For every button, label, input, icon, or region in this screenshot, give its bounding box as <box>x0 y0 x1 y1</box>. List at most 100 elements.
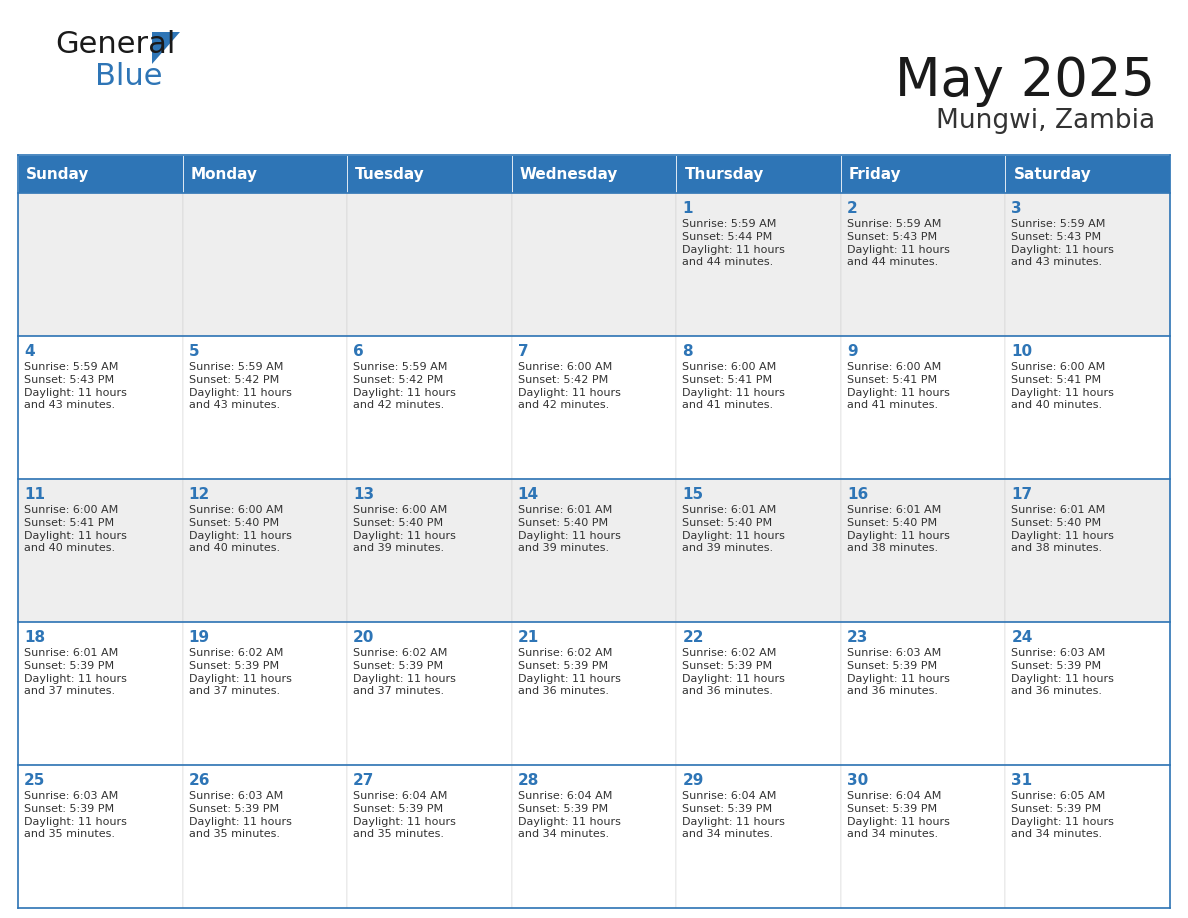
Text: Sunrise: 6:04 AM
Sunset: 5:39 PM
Daylight: 11 hours
and 34 minutes.: Sunrise: 6:04 AM Sunset: 5:39 PM Dayligh… <box>847 791 949 839</box>
Text: 3: 3 <box>1011 201 1022 216</box>
Text: 22: 22 <box>682 630 703 645</box>
Text: 4: 4 <box>24 344 34 359</box>
Text: Sunrise: 6:00 AM
Sunset: 5:41 PM
Daylight: 11 hours
and 40 minutes.: Sunrise: 6:00 AM Sunset: 5:41 PM Dayligh… <box>24 505 127 554</box>
Bar <box>841 336 1005 479</box>
Bar <box>676 193 841 336</box>
Text: Sunrise: 6:01 AM
Sunset: 5:40 PM
Daylight: 11 hours
and 38 minutes.: Sunrise: 6:01 AM Sunset: 5:40 PM Dayligh… <box>847 505 949 554</box>
Text: Saturday: Saturday <box>1013 166 1092 182</box>
Text: 16: 16 <box>847 487 868 502</box>
Bar <box>841 622 1005 765</box>
Text: Sunrise: 5:59 AM
Sunset: 5:44 PM
Daylight: 11 hours
and 44 minutes.: Sunrise: 5:59 AM Sunset: 5:44 PM Dayligh… <box>682 219 785 267</box>
Text: Sunday: Sunday <box>26 166 89 182</box>
Text: Sunrise: 6:03 AM
Sunset: 5:39 PM
Daylight: 11 hours
and 36 minutes.: Sunrise: 6:03 AM Sunset: 5:39 PM Dayligh… <box>1011 648 1114 697</box>
Text: Sunrise: 6:02 AM
Sunset: 5:39 PM
Daylight: 11 hours
and 36 minutes.: Sunrise: 6:02 AM Sunset: 5:39 PM Dayligh… <box>518 648 620 697</box>
Text: Sunrise: 6:04 AM
Sunset: 5:39 PM
Daylight: 11 hours
and 34 minutes.: Sunrise: 6:04 AM Sunset: 5:39 PM Dayligh… <box>682 791 785 839</box>
Bar <box>183 765 347 908</box>
Text: Friday: Friday <box>849 166 902 182</box>
Bar <box>676 155 841 193</box>
Text: 25: 25 <box>24 773 45 788</box>
Bar <box>512 622 676 765</box>
Text: Sunrise: 5:59 AM
Sunset: 5:42 PM
Daylight: 11 hours
and 43 minutes.: Sunrise: 5:59 AM Sunset: 5:42 PM Dayligh… <box>189 362 291 410</box>
Text: Sunrise: 6:01 AM
Sunset: 5:40 PM
Daylight: 11 hours
and 39 minutes.: Sunrise: 6:01 AM Sunset: 5:40 PM Dayligh… <box>682 505 785 554</box>
Text: Sunrise: 6:02 AM
Sunset: 5:39 PM
Daylight: 11 hours
and 37 minutes.: Sunrise: 6:02 AM Sunset: 5:39 PM Dayligh… <box>189 648 291 697</box>
Bar <box>18 479 183 622</box>
Text: 8: 8 <box>682 344 693 359</box>
Bar <box>676 336 841 479</box>
Bar <box>841 193 1005 336</box>
Bar <box>18 622 183 765</box>
Text: Sunrise: 6:01 AM
Sunset: 5:40 PM
Daylight: 11 hours
and 38 minutes.: Sunrise: 6:01 AM Sunset: 5:40 PM Dayligh… <box>1011 505 1114 554</box>
Bar <box>841 765 1005 908</box>
Text: 12: 12 <box>189 487 210 502</box>
Bar <box>183 479 347 622</box>
Text: 31: 31 <box>1011 773 1032 788</box>
Text: Tuesday: Tuesday <box>355 166 425 182</box>
Text: Sunrise: 6:00 AM
Sunset: 5:40 PM
Daylight: 11 hours
and 40 minutes.: Sunrise: 6:00 AM Sunset: 5:40 PM Dayligh… <box>189 505 291 554</box>
Polygon shape <box>152 32 181 64</box>
Text: 10: 10 <box>1011 344 1032 359</box>
Bar <box>676 622 841 765</box>
Text: Sunrise: 5:59 AM
Sunset: 5:42 PM
Daylight: 11 hours
and 42 minutes.: Sunrise: 5:59 AM Sunset: 5:42 PM Dayligh… <box>353 362 456 410</box>
Bar <box>347 336 512 479</box>
Bar <box>1005 336 1170 479</box>
Bar <box>512 479 676 622</box>
Text: 9: 9 <box>847 344 858 359</box>
Text: 17: 17 <box>1011 487 1032 502</box>
Bar <box>512 336 676 479</box>
Bar <box>18 193 183 336</box>
Bar <box>347 479 512 622</box>
Bar <box>841 155 1005 193</box>
Text: Sunrise: 5:59 AM
Sunset: 5:43 PM
Daylight: 11 hours
and 43 minutes.: Sunrise: 5:59 AM Sunset: 5:43 PM Dayligh… <box>24 362 127 410</box>
Text: Sunrise: 6:00 AM
Sunset: 5:40 PM
Daylight: 11 hours
and 39 minutes.: Sunrise: 6:00 AM Sunset: 5:40 PM Dayligh… <box>353 505 456 554</box>
Bar <box>347 622 512 765</box>
Bar <box>347 155 512 193</box>
Text: Sunrise: 6:01 AM
Sunset: 5:39 PM
Daylight: 11 hours
and 37 minutes.: Sunrise: 6:01 AM Sunset: 5:39 PM Dayligh… <box>24 648 127 697</box>
Text: 7: 7 <box>518 344 529 359</box>
Text: General: General <box>55 30 176 59</box>
Text: 24: 24 <box>1011 630 1032 645</box>
Text: 30: 30 <box>847 773 868 788</box>
Bar <box>183 155 347 193</box>
Text: Sunrise: 6:00 AM
Sunset: 5:41 PM
Daylight: 11 hours
and 40 minutes.: Sunrise: 6:00 AM Sunset: 5:41 PM Dayligh… <box>1011 362 1114 410</box>
Text: 15: 15 <box>682 487 703 502</box>
Text: 14: 14 <box>518 487 539 502</box>
Bar <box>18 155 183 193</box>
Bar <box>1005 479 1170 622</box>
Text: 1: 1 <box>682 201 693 216</box>
Bar <box>18 765 183 908</box>
Text: 18: 18 <box>24 630 45 645</box>
Bar <box>347 193 512 336</box>
Text: May 2025: May 2025 <box>895 55 1155 107</box>
Bar <box>183 193 347 336</box>
Text: Thursday: Thursday <box>684 166 764 182</box>
Text: 28: 28 <box>518 773 539 788</box>
Text: 6: 6 <box>353 344 364 359</box>
Bar <box>347 765 512 908</box>
Text: Sunrise: 6:01 AM
Sunset: 5:40 PM
Daylight: 11 hours
and 39 minutes.: Sunrise: 6:01 AM Sunset: 5:40 PM Dayligh… <box>518 505 620 554</box>
Text: 20: 20 <box>353 630 374 645</box>
Text: Sunrise: 6:00 AM
Sunset: 5:42 PM
Daylight: 11 hours
and 42 minutes.: Sunrise: 6:00 AM Sunset: 5:42 PM Dayligh… <box>518 362 620 410</box>
Bar <box>183 336 347 479</box>
Text: Sunrise: 6:03 AM
Sunset: 5:39 PM
Daylight: 11 hours
and 36 minutes.: Sunrise: 6:03 AM Sunset: 5:39 PM Dayligh… <box>847 648 949 697</box>
Text: 27: 27 <box>353 773 374 788</box>
Bar <box>1005 765 1170 908</box>
Bar <box>1005 155 1170 193</box>
Bar <box>18 336 183 479</box>
Text: Sunrise: 5:59 AM
Sunset: 5:43 PM
Daylight: 11 hours
and 44 minutes.: Sunrise: 5:59 AM Sunset: 5:43 PM Dayligh… <box>847 219 949 267</box>
Bar <box>676 765 841 908</box>
Text: Sunrise: 6:02 AM
Sunset: 5:39 PM
Daylight: 11 hours
and 37 minutes.: Sunrise: 6:02 AM Sunset: 5:39 PM Dayligh… <box>353 648 456 697</box>
Bar <box>676 479 841 622</box>
Text: Sunrise: 6:03 AM
Sunset: 5:39 PM
Daylight: 11 hours
and 35 minutes.: Sunrise: 6:03 AM Sunset: 5:39 PM Dayligh… <box>24 791 127 839</box>
Bar <box>512 765 676 908</box>
Text: Sunrise: 6:03 AM
Sunset: 5:39 PM
Daylight: 11 hours
and 35 minutes.: Sunrise: 6:03 AM Sunset: 5:39 PM Dayligh… <box>189 791 291 839</box>
Bar <box>512 193 676 336</box>
Bar <box>1005 622 1170 765</box>
Bar <box>183 622 347 765</box>
Text: 13: 13 <box>353 487 374 502</box>
Text: 19: 19 <box>189 630 210 645</box>
Text: Sunrise: 6:04 AM
Sunset: 5:39 PM
Daylight: 11 hours
and 35 minutes.: Sunrise: 6:04 AM Sunset: 5:39 PM Dayligh… <box>353 791 456 839</box>
Text: Sunrise: 6:00 AM
Sunset: 5:41 PM
Daylight: 11 hours
and 41 minutes.: Sunrise: 6:00 AM Sunset: 5:41 PM Dayligh… <box>847 362 949 410</box>
Bar <box>1005 193 1170 336</box>
Text: 2: 2 <box>847 201 858 216</box>
Bar <box>841 479 1005 622</box>
